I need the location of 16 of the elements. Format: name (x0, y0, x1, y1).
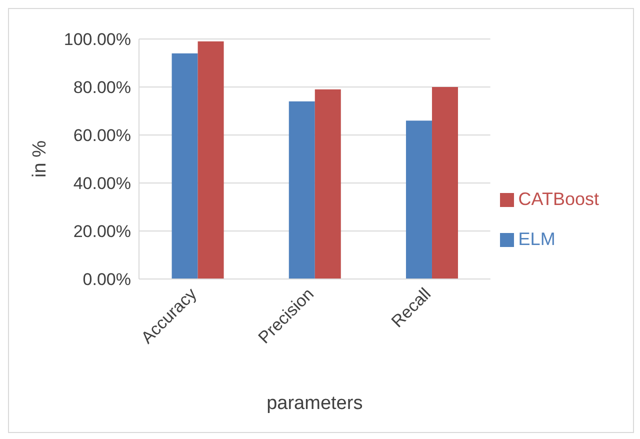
y-tick-label: 80.00% (73, 78, 131, 98)
y-tick-label: 60.00% (73, 126, 131, 146)
y-axis-title: in % (30, 140, 51, 178)
y-tick-label: 0.00% (82, 270, 131, 290)
bar (288, 101, 315, 279)
y-tick-label: 20.00% (73, 222, 131, 242)
bar (432, 87, 458, 279)
legend-label: CATBoost (518, 189, 599, 209)
y-tick-label: 40.00% (73, 174, 131, 194)
y-tick-label: 100.00% (64, 30, 131, 50)
bar (406, 120, 432, 279)
legend-label: ELM (518, 229, 556, 249)
bar (198, 41, 224, 279)
bar (314, 89, 341, 279)
x-axis-title: parameters (266, 393, 363, 414)
bar (172, 53, 198, 279)
